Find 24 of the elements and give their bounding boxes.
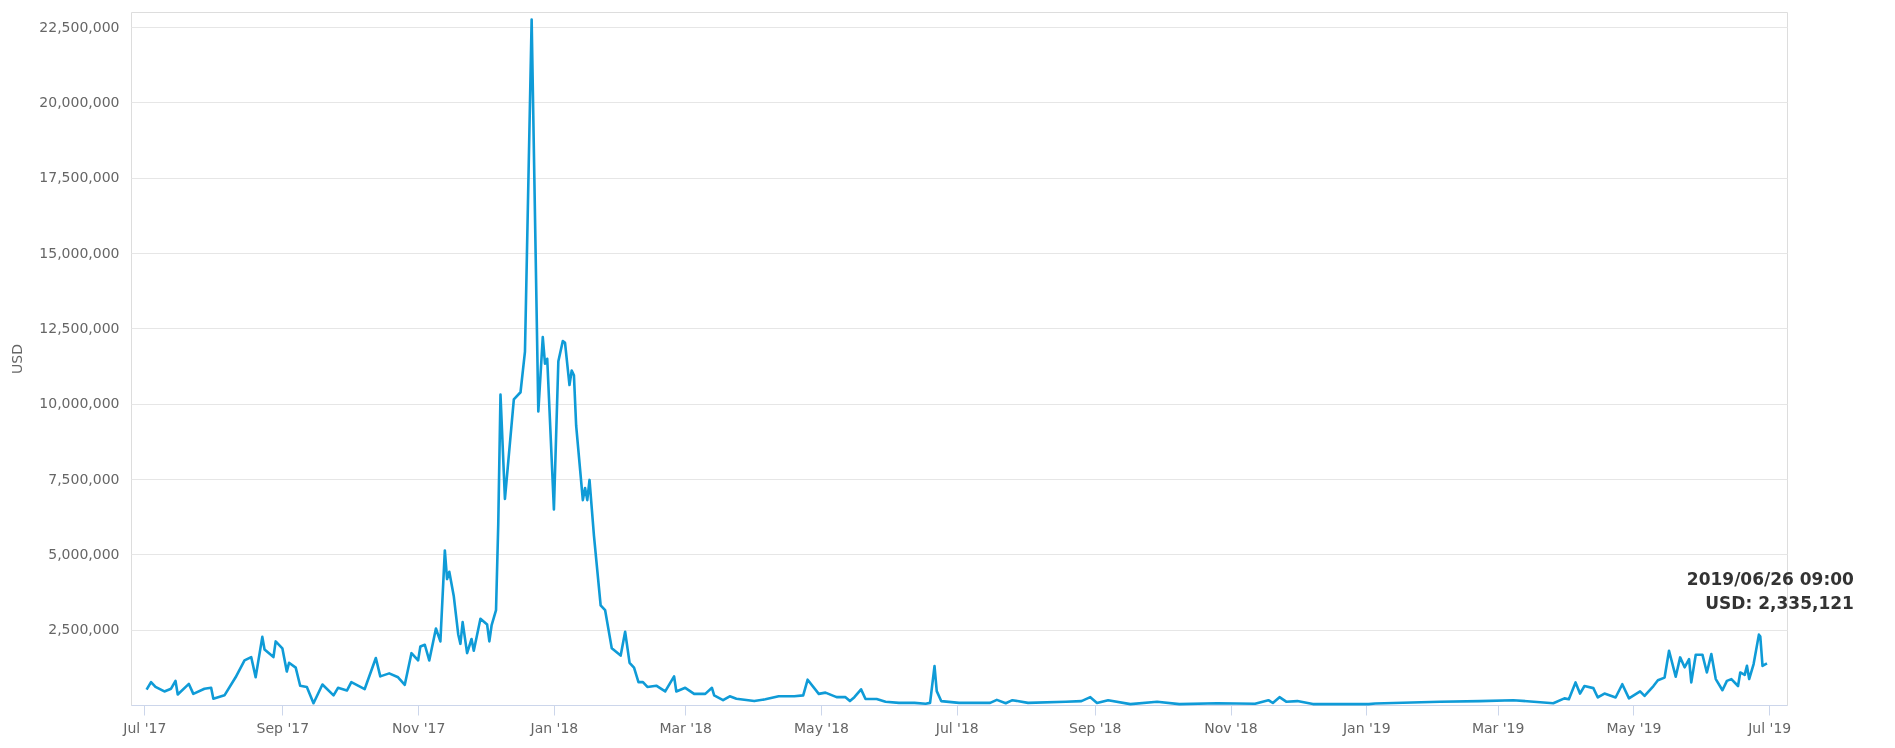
x-tick-label: Nov '17 (391, 719, 446, 736)
y-tick-label: 22,500,000 (39, 18, 120, 35)
x-tick-label: Jul '17 (122, 719, 167, 736)
x-tick-label: Mar '19 (1471, 719, 1525, 736)
y-tick-label: 7,500,000 (48, 470, 120, 487)
y-tick-label: 17,500,000 (39, 169, 120, 186)
x-tick-label: Jan '18 (529, 719, 579, 736)
x-tick-label: May '19 (1606, 719, 1662, 736)
x-tick-label: Jul '18 (934, 719, 979, 736)
y-axis-title: USD (9, 344, 26, 374)
x-tick-label: Jan '19 (1341, 719, 1391, 736)
y-tick-label: 2,500,000 (48, 621, 120, 638)
x-tick-label: Nov '18 (1204, 719, 1258, 736)
y-tick-label: 5,000,000 (48, 545, 120, 562)
annotation: 2019/06/26 09:00 USD: 2,335,121 (1686, 568, 1855, 613)
y-tick-label: 15,000,000 (39, 244, 120, 261)
y-tick-label: 12,500,000 (39, 319, 120, 336)
x-tick-label: Mar '18 (659, 719, 712, 736)
y-tick-label: 20,000,000 (39, 93, 120, 110)
x-tick-label: Sep '17 (256, 719, 310, 736)
x-tick-label: Jul '19 (1747, 719, 1792, 736)
x-tick-label: Sep '18 (1069, 719, 1122, 736)
x-tick-label: May '18 (793, 719, 850, 736)
y-tick-label: 10,000,000 (39, 395, 120, 412)
